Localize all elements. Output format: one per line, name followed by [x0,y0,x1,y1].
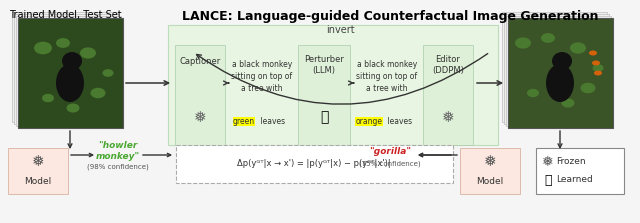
Text: "gorilla": "gorilla" [369,147,411,155]
Ellipse shape [56,38,70,48]
Ellipse shape [62,52,82,70]
Text: "howler
monkey": "howler monkey" [96,141,140,161]
Bar [12,12,117,122]
Bar [502,12,607,122]
Text: Editor
(DDPM): Editor (DDPM) [432,55,464,75]
Ellipse shape [592,60,600,66]
Bar [14,14,119,124]
Ellipse shape [570,42,586,54]
Ellipse shape [580,83,595,93]
Text: Δp(yᴳᵀ|x → x') = |p(yᴳᵀ|x) − p(yᴳᵀ|x')|: Δp(yᴳᵀ|x → x') = |p(yᴳᵀ|x) − p(yᴳᵀ|x')| [237,159,391,169]
Bar [506,16,611,126]
Text: leaves: leaves [385,116,412,126]
Text: 🔥: 🔥 [320,110,328,124]
Bar [298,45,350,145]
Ellipse shape [589,50,597,56]
Bar [168,25,498,145]
Ellipse shape [67,103,79,113]
Bar [176,145,453,183]
Ellipse shape [80,47,96,59]
Ellipse shape [561,98,575,107]
Ellipse shape [527,89,539,97]
Text: a black monkey
sitting on top of
a tree with: a black monkey sitting on top of a tree … [356,60,417,93]
Text: (75% confidence): (75% confidence) [359,161,421,167]
Ellipse shape [546,64,574,102]
Bar [233,117,255,126]
Ellipse shape [552,52,572,70]
Ellipse shape [515,37,531,49]
Text: ❅: ❅ [442,109,454,124]
Bar [423,45,473,145]
Ellipse shape [90,88,106,98]
Text: (98% confidence): (98% confidence) [87,164,149,170]
Bar [504,14,609,124]
Text: ❅: ❅ [31,155,44,169]
FancyArrowPatch shape [196,54,488,104]
Text: 🔥: 🔥 [544,173,552,186]
Ellipse shape [593,64,604,72]
Bar [536,148,624,194]
Text: ❅: ❅ [484,155,497,169]
Bar [460,148,520,194]
Ellipse shape [541,33,555,43]
Text: Learned: Learned [556,176,593,184]
Ellipse shape [56,64,84,102]
Text: ❅: ❅ [542,155,554,169]
Text: ❅: ❅ [194,109,206,124]
Ellipse shape [34,42,52,54]
Text: Trained Model, Test Set: Trained Model, Test Set [9,10,122,20]
Bar [175,45,225,145]
Text: orange: orange [355,116,383,126]
Text: leaves: leaves [258,116,285,126]
Text: Model: Model [476,176,504,186]
Ellipse shape [594,70,602,76]
Ellipse shape [42,94,54,102]
Text: a black monkey
sitting on top of
a tree with: a black monkey sitting on top of a tree … [232,60,292,93]
Bar [8,148,68,194]
Text: green: green [233,116,255,126]
Text: Captioner: Captioner [179,57,221,66]
Bar [355,117,383,126]
Text: Frozen: Frozen [556,157,586,167]
Text: Model: Model [24,176,52,186]
Text: LANCE: Language-guided Counterfactual Image Generation: LANCE: Language-guided Counterfactual Im… [182,10,598,23]
Bar [508,18,613,128]
Text: invert: invert [326,25,355,35]
Bar [18,18,123,128]
Bar [16,16,121,126]
Ellipse shape [102,69,113,77]
Text: Perturber
(LLM): Perturber (LLM) [304,55,344,75]
